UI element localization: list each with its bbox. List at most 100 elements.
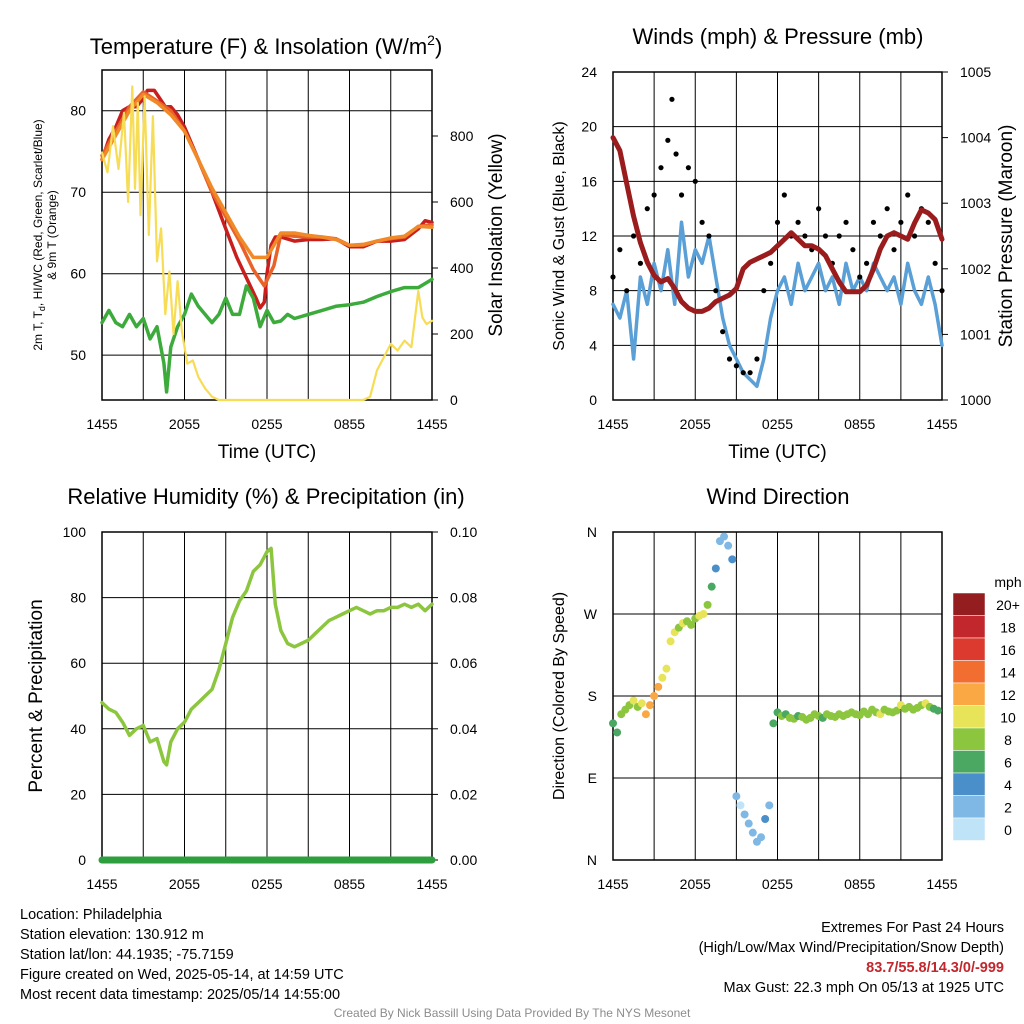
gust-point	[637, 260, 644, 266]
direction-point	[711, 564, 720, 573]
y2-tick-label: 0.02	[450, 786, 477, 802]
gust-point	[925, 219, 931, 225]
y-tick-label: N	[587, 524, 597, 540]
gust-point	[795, 219, 801, 225]
y-tick-label: 12	[581, 228, 597, 244]
y-tick-label: 60	[70, 655, 86, 671]
colorbar-label: 2	[1004, 800, 1012, 816]
gust-point	[768, 260, 774, 266]
gust-point	[884, 206, 890, 212]
y2-tick-label: 600	[450, 194, 474, 210]
gust-point	[932, 260, 938, 266]
x-tick-label: 1455	[926, 416, 957, 432]
colorbar-swatch	[952, 772, 986, 796]
direction-point	[658, 673, 667, 682]
gust-point	[617, 247, 623, 253]
y-tick-label: 8	[589, 283, 597, 299]
x-tick-label: 0255	[762, 416, 793, 432]
colorbar-title: mph	[994, 574, 1021, 590]
gust-point	[864, 260, 870, 266]
gust-point	[877, 233, 883, 239]
figure-created: Figure created on Wed, 2025-05-14, at 14…	[20, 967, 344, 983]
direction-point	[892, 706, 901, 715]
humidity-precipitation-panel: Relative Humidity (%) & Precipitation (i…	[26, 484, 477, 892]
chart-title: Winds (mph) & Pressure (mb)	[633, 24, 924, 49]
colorbar-swatch	[952, 817, 986, 841]
y-tick-label: N	[587, 852, 597, 868]
direction-point	[699, 610, 708, 618]
plot-frame	[612, 531, 943, 861]
gust-point	[713, 288, 719, 294]
x-tick-label: 1455	[416, 416, 447, 432]
max-gust: Max Gust: 22.3 mph On 05/13 at 1925 UTC	[723, 980, 1004, 996]
direction-point	[687, 620, 696, 629]
gust-point	[733, 363, 739, 369]
gust-point	[720, 329, 726, 335]
y-tick-label: E	[588, 770, 597, 786]
direction-point	[609, 719, 617, 728]
direction-point	[646, 701, 655, 710]
x-tick-label: 0855	[334, 416, 365, 432]
x-tick-label: 2055	[680, 876, 711, 892]
direction-point	[654, 682, 663, 691]
y-tick-label: 20	[581, 119, 597, 135]
gust-point	[669, 96, 675, 102]
x-tick-label: 0255	[251, 876, 282, 892]
colorbar-label: 14	[1000, 665, 1016, 681]
y-axis-label-subscript: d	[37, 306, 47, 311]
chart-title: Relative Humidity (%) & Precipitation (i…	[67, 484, 464, 509]
gust-point	[685, 165, 691, 171]
temp9m-orange-line	[100, 92, 434, 260]
y-axis-label-rest: , HI/WC (Red, Green, Scarlet/Blue)	[31, 119, 45, 306]
gust-point	[624, 288, 630, 294]
direction-point	[732, 792, 741, 801]
colorbar-swatch	[952, 727, 986, 751]
colorbar-swatch	[952, 637, 986, 661]
extremes-values: 83.7/55.8/14.3/0/-999	[866, 960, 1004, 976]
y2-tick-label: 0.06	[450, 655, 477, 671]
x-tick-label: 1455	[86, 416, 117, 432]
x-tick-label: 1455	[597, 876, 628, 892]
x-tick-label: 2055	[169, 876, 200, 892]
direction-point	[666, 637, 675, 646]
gust-point	[891, 247, 897, 253]
extremes-subtitle: (High/Low/Max Wind/Precipitation/Snow De…	[698, 940, 1004, 956]
y-axis-label: Direction (Colored By Speed)	[551, 592, 568, 800]
y-tick-label: 50	[70, 347, 86, 363]
x-tick-label: 0255	[762, 876, 793, 892]
y2-tick-label: 1005	[960, 64, 991, 80]
y-tick-label: 80	[70, 103, 86, 119]
temperature-insolation-panel: Temperature (F) & Insolation (W/m2) 1455…	[31, 32, 507, 463]
x-tick-label: 1455	[86, 876, 117, 892]
y2-tick-label: 1001	[960, 326, 991, 342]
gust-point	[761, 288, 767, 294]
y2-axis-label: Station Pressure (Maroon)	[996, 125, 1017, 348]
gust-point	[699, 219, 705, 225]
x-axis-label: Time (UTC)	[728, 442, 827, 463]
gust-point	[781, 192, 787, 198]
insolation-yellow-line	[100, 85, 434, 402]
gust-point	[726, 356, 733, 362]
gust-point	[658, 165, 664, 171]
colorbar-label: 10	[1000, 710, 1016, 726]
y-tick-label: W	[584, 606, 598, 622]
y2-tick-label: 0.08	[450, 590, 477, 606]
y-tick-label: 70	[70, 184, 86, 200]
gust-point	[740, 370, 746, 376]
gust-point	[802, 233, 808, 239]
y2-tick-label: 400	[450, 260, 474, 276]
direction-point	[769, 719, 778, 728]
gust-point	[850, 247, 856, 253]
x-axis-label: Time (UTC)	[218, 442, 317, 463]
direction-point	[933, 706, 942, 715]
rh-green-line	[100, 546, 434, 767]
colorbar-swatch	[952, 682, 986, 706]
gust-point	[816, 206, 822, 212]
y2-tick-label: 800	[450, 128, 474, 144]
colorbar-swatch	[952, 705, 986, 729]
y2-tick-label: 1000	[960, 392, 991, 408]
direction-point	[728, 555, 737, 564]
direction-point	[724, 541, 733, 550]
x-tick-label: 2055	[680, 416, 711, 432]
